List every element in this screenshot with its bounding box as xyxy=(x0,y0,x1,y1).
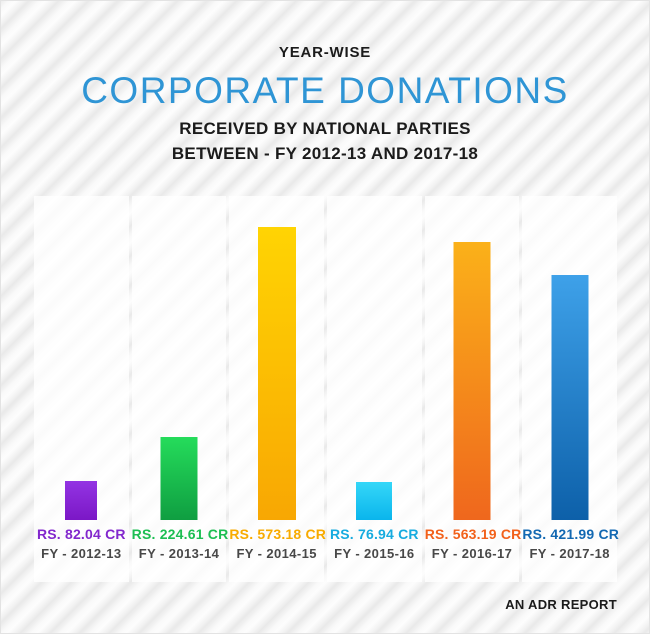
bar-value-label: RS. 82.04 CR xyxy=(36,526,126,542)
bar-fy-2014-15 xyxy=(257,227,296,520)
bar-value-label: RS. 76.94 CR xyxy=(329,526,419,542)
bar-fy-2016-17 xyxy=(453,242,491,520)
bar-fy-2012-13 xyxy=(65,481,98,520)
kicker-text: YEAR-WISE xyxy=(278,44,372,61)
subtitle-line-2: BETWEEN - FY 2012-13 AND 2017-18 xyxy=(171,144,479,163)
bar-category-label: FY - 2012-13 xyxy=(41,546,122,561)
chart-panel-6: RS. 421.99 CR FY - 2017-18 xyxy=(522,196,620,582)
bar-category-label: FY - 2017-18 xyxy=(529,546,610,561)
chart-panels: RS. 82.04 CR FY - 2012-13 RS. 224.61 CR FY … xyxy=(34,196,620,582)
bar-value-label: RS. 563.19 CR xyxy=(424,526,522,542)
chart-panel-2: RS. 224.61 CR FY - 2013-14 xyxy=(131,196,229,582)
chart-panel-3: RS. 573.18 CR FY - 2014-15 xyxy=(229,196,327,582)
bar-category-label: FY - 2016-17 xyxy=(431,546,513,561)
bar-category-label: FY - 2013-14 xyxy=(138,546,220,561)
bar-category-label: FY - 2014-15 xyxy=(236,546,317,561)
page-title: CORPORATE DONATIONS xyxy=(81,70,569,111)
bar-value-label: RS. 224.61 CR xyxy=(131,526,229,542)
subtitle-line-1: RECEIVED BY NATIONAL PARTIES xyxy=(179,119,471,138)
chart-panel-4: RS. 76.94 CR FY - 2015-16 xyxy=(327,196,422,582)
chart-panel-5: RS. 563.19 CR FY - 2016-17 xyxy=(424,196,522,582)
report-credit: AN ADR REPORT xyxy=(505,597,617,612)
bar-category-label: FY - 2015-16 xyxy=(334,546,415,561)
bar-value-label: RS. 573.18 CR xyxy=(229,526,327,542)
bar-value-label: RS. 421.99 CR xyxy=(522,526,620,542)
bar-fy-2015-16 xyxy=(356,482,393,520)
bar-fy-2017-18 xyxy=(551,275,589,520)
bar-fy-2013-14 xyxy=(160,437,198,520)
chart-panel-1: RS. 82.04 CR FY - 2012-13 xyxy=(34,196,129,582)
